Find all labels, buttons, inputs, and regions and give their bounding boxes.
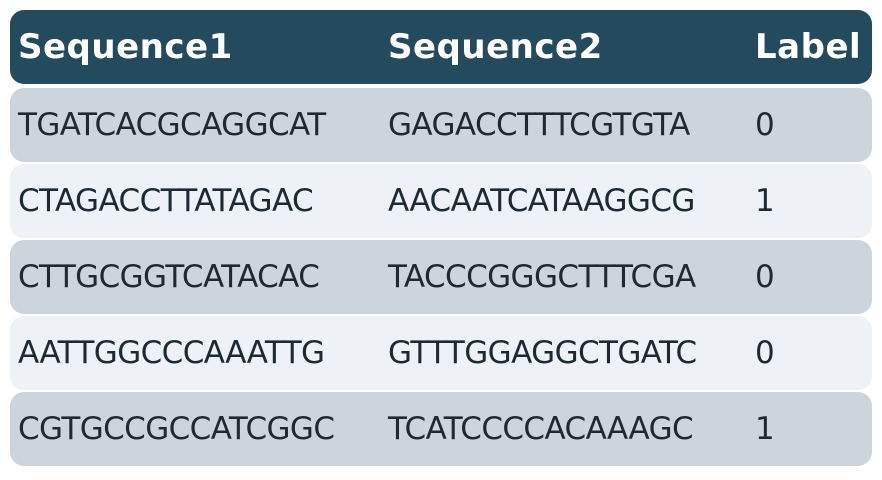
column-header-label: Label (755, 27, 862, 67)
table-row: CTAGACCTTATAGAC AACAATCATAAGGCG 1 (10, 164, 872, 238)
data-table: Sequence1 Sequence2 Label TGATCACGCAGGCA… (10, 10, 872, 468)
cell-sequence2: TCATCCCCACAAAGC (388, 411, 694, 447)
table-row: CTTGCGGTCATACAC TACCCGGGCTTTCGA 0 (10, 240, 872, 314)
cell-label: 0 (755, 107, 775, 143)
cell-label: 0 (755, 335, 775, 371)
table-header-row: Sequence1 Sequence2 Label (10, 10, 872, 84)
column-header-sequence2: Sequence2 (388, 27, 603, 67)
cell-sequence2: GTTTGGAGGCTGATC (388, 335, 697, 371)
cell-label: 0 (755, 259, 775, 295)
cell-sequence1: CTTGCGGTCATACAC (18, 259, 320, 295)
cell-sequence2: TACCCGGGCTTTCGA (388, 259, 696, 295)
cell-sequence2: GAGACCTTTCGTGTA (388, 107, 690, 143)
cell-sequence1: TGATCACGCAGGCAT (18, 107, 326, 143)
cell-label: 1 (755, 411, 775, 447)
cell-sequence2: AACAATCATAAGGCG (388, 183, 695, 219)
cell-sequence1: CGTGCCGCCATCGGC (18, 411, 335, 447)
cell-sequence1: CTAGACCTTATAGAC (18, 183, 314, 219)
cell-sequence1: AATTGGCCCAAATTG (18, 335, 325, 371)
cell-label: 1 (755, 183, 775, 219)
table-row: TGATCACGCAGGCAT GAGACCTTTCGTGTA 0 (10, 88, 872, 162)
table-row: CGTGCCGCCATCGGC TCATCCCCACAAAGC 1 (10, 392, 872, 466)
table-row: AATTGGCCCAAATTG GTTTGGAGGCTGATC 0 (10, 316, 872, 390)
column-header-sequence1: Sequence1 (18, 27, 233, 67)
